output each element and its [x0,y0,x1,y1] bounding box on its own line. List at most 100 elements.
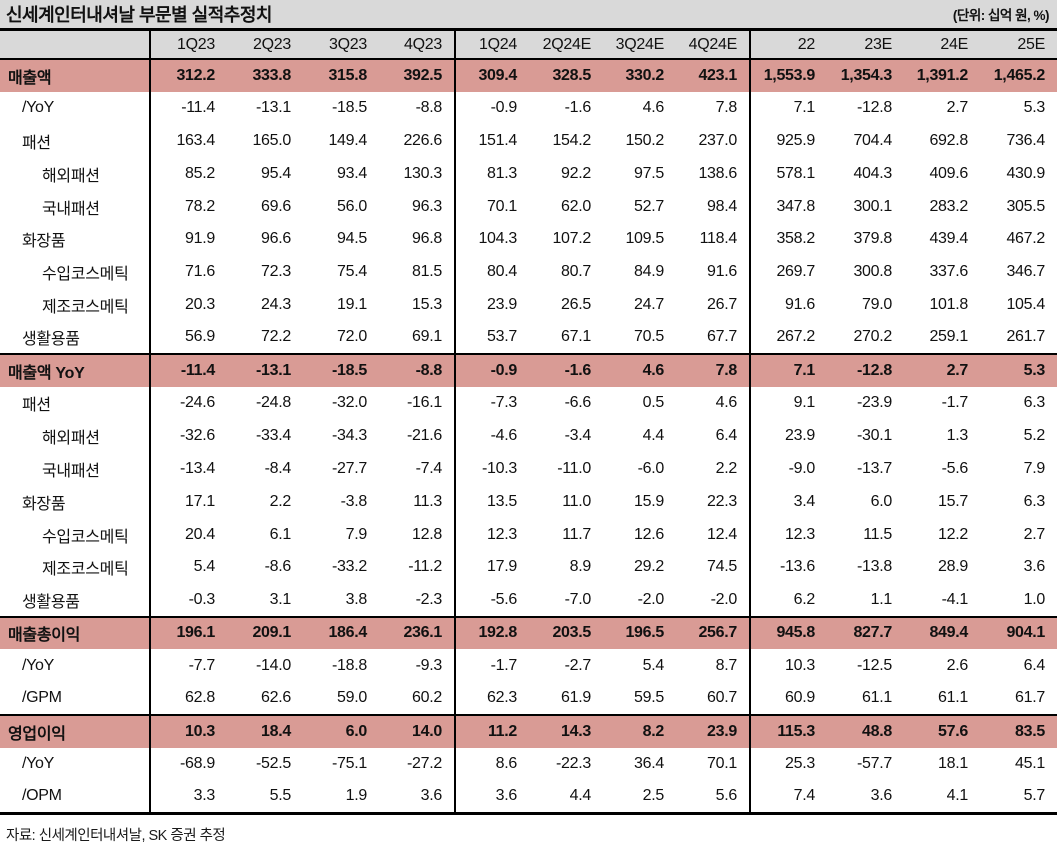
value-cell: 91.6 [749,288,827,322]
value-cell: 3.4 [749,485,827,519]
value-cell: 60.2 [379,682,455,715]
value-cell: -2.0 [603,583,676,617]
value-cell: 56.0 [303,190,379,223]
value-cell: -33.2 [303,550,379,584]
row-label: 제조코스메틱 [0,288,150,322]
value-cell: -16.1 [379,386,455,420]
value-cell: 105.4 [980,288,1057,322]
value-cell: 24.7 [603,288,676,322]
value-cell: 7.8 [676,91,750,125]
value-cell: -1.7 [904,386,980,420]
value-cell: -9.3 [379,649,455,683]
value-cell: 404.3 [827,157,904,191]
value-cell: 0.5 [603,386,676,420]
value-cell: 59.0 [303,682,379,715]
value-cell: 269.7 [749,255,827,289]
value-cell: 154.2 [529,124,603,158]
value-cell: 23.9 [454,288,529,322]
value-cell: 209.1 [227,615,303,650]
value-cell: -14.0 [227,649,303,683]
value-cell: 3.1 [227,583,303,617]
column-header: 25E [980,31,1057,60]
value-cell: 409.6 [904,157,980,191]
table-row: /GPM 62.8 62.6 59.0 60.2 62.3 61.9 59.5 60.7 60.9… [0,682,1057,715]
value-cell: 25.3 [749,747,827,781]
value-cell: 3.3 [149,780,227,815]
value-cell: 96.8 [379,222,455,256]
value-cell: 256.7 [676,615,750,650]
value-cell: -0.9 [454,353,529,387]
column-header: 4Q23 [379,31,455,60]
value-cell: 10.3 [749,649,827,683]
value-cell: -9.0 [749,452,827,486]
value-cell: 75.4 [303,255,379,289]
value-cell: 430.9 [980,157,1057,191]
section-row: 영업이익 10.3 18.4 6.0 14.0 11.2 14.3 8.2 23.9 115.3 4… [0,713,1057,748]
row-label: /OPM [0,780,150,815]
value-cell: 71.6 [149,255,227,289]
value-cell: -21.6 [379,419,455,453]
value-cell: 84.9 [603,255,676,289]
value-cell: 3.8 [303,583,379,617]
value-cell: 578.1 [749,157,827,191]
value-cell: -32.6 [149,419,227,453]
section-row: 매출액 312.2 333.8 315.8 392.5 309.4 328.5 330.2 42… [0,58,1057,92]
value-cell: 17.9 [454,550,529,584]
value-cell: 15.7 [904,485,980,519]
value-cell: 309.4 [454,58,529,92]
value-cell: 5.6 [676,780,750,815]
row-label: 수입코스메틱 [0,255,150,289]
value-cell: 12.4 [676,518,750,551]
value-cell: 138.6 [676,157,750,191]
value-cell: 61.1 [904,682,980,715]
value-cell: 72.2 [227,321,303,355]
value-cell: 95.4 [227,157,303,191]
value-cell: 91.9 [149,222,227,256]
column-header: 24E [904,31,980,60]
value-cell: 1,465.2 [980,58,1057,92]
value-cell: 5.3 [980,353,1057,387]
value-cell: 67.1 [529,321,603,355]
table-header-row: 1Q23 2Q23 3Q23 4Q23 1Q24 2Q24E 3Q24E 4Q24E 22 23E… [0,31,1057,60]
value-cell: 151.4 [454,124,529,158]
value-cell: 347.8 [749,190,827,223]
value-cell: 8.7 [676,649,750,683]
row-label: /YoY [0,649,150,683]
value-cell: 15.9 [603,485,676,519]
value-cell: 270.2 [827,321,904,355]
value-cell: 67.7 [676,321,750,355]
value-cell: 96.6 [227,222,303,256]
value-cell: -7.7 [149,649,227,683]
value-cell: 300.8 [827,255,904,289]
value-cell: 827.7 [827,615,904,650]
table-row: 제조코스메틱 20.3 24.3 19.1 15.3 23.9 26.5 24.7 26.7 91… [0,288,1057,322]
value-cell: 358.2 [749,222,827,256]
row-label: 국내패션 [0,190,150,223]
value-cell: -33.4 [227,419,303,453]
value-cell: 61.7 [980,682,1057,715]
value-cell: 101.8 [904,288,980,322]
value-cell: -34.3 [303,419,379,453]
column-header: 2Q24E [529,31,603,60]
value-cell: 5.7 [980,780,1057,815]
value-cell: 81.3 [454,157,529,191]
value-cell: -1.7 [454,649,529,683]
value-cell: -24.6 [149,386,227,420]
value-cell: 59.5 [603,682,676,715]
value-cell: 196.5 [603,615,676,650]
value-cell: 328.5 [529,58,603,92]
value-cell: 6.2 [749,583,827,617]
value-cell: 9.1 [749,386,827,420]
section-row: 매출액 YoY -11.4 -13.1 -18.5 -8.8 -0.9 -1.6 4.6 7.8… [0,353,1057,387]
value-cell: 1,354.3 [827,58,904,92]
value-cell: 69.6 [227,190,303,223]
column-header: 23E [827,31,904,60]
value-cell: -6.6 [529,386,603,420]
value-cell: 5.4 [149,550,227,584]
value-cell: -13.4 [149,452,227,486]
row-label: 생활용품 [0,583,150,617]
value-cell: 118.4 [676,222,750,256]
value-cell: -68.9 [149,747,227,781]
value-cell: 80.7 [529,255,603,289]
